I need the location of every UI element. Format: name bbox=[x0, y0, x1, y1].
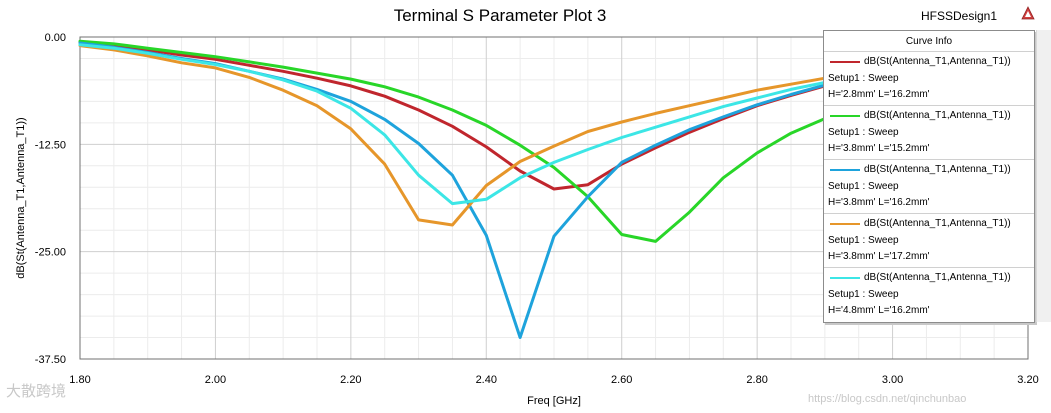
legend-swatch bbox=[830, 61, 860, 63]
legend-entry-params: H='4.8mm' L='16.2mm' bbox=[828, 305, 930, 316]
series-line-1 bbox=[78, 40, 827, 191]
legend-entry[interactable]: dB(St(Antenna_T1,Antenna_T1)) Setup1 : Sw… bbox=[824, 52, 1034, 106]
x-tick-label: 3.00 bbox=[882, 374, 903, 386]
legend-swatch bbox=[830, 223, 860, 225]
x-tick-label: 1.80 bbox=[69, 374, 90, 386]
x-axis-label: Freq [GHz] bbox=[527, 395, 581, 407]
y-tick-label: -25.00 bbox=[35, 247, 66, 259]
legend-entry-setup: Setup1 : Sweep bbox=[828, 181, 899, 192]
legend-entry[interactable]: dB(St(Antenna_T1,Antenna_T1)) Setup1 : Sw… bbox=[824, 106, 1034, 160]
legend-swatch bbox=[830, 169, 860, 171]
series-line-5 bbox=[78, 43, 827, 206]
y-axis-label: dB(St(Antenna_T1,Antenna_T1)) bbox=[15, 117, 27, 278]
legend-scrollbar[interactable] bbox=[1036, 30, 1051, 322]
legend-entry-setup: Setup1 : Sweep bbox=[828, 127, 899, 138]
series-line-2 bbox=[78, 39, 827, 243]
legend-entry-name: dB(St(Antenna_T1,Antenna_T1)) bbox=[864, 110, 1011, 121]
legend-entry-setup: Setup1 : Sweep bbox=[828, 73, 899, 84]
design-name: HFSSDesign1 bbox=[921, 9, 998, 23]
ansys-logo-icon bbox=[1021, 6, 1035, 20]
legend-entry[interactable]: dB(St(Antenna_T1,Antenna_T1)) Setup1 : Sw… bbox=[824, 160, 1034, 214]
x-tick-label: 3.20 bbox=[1017, 374, 1038, 386]
x-tick-label: 2.20 bbox=[340, 374, 361, 386]
legend-entry-setup: Setup1 : Sweep bbox=[828, 235, 899, 246]
legend-entry-name: dB(St(Antenna_T1,Antenna_T1)) bbox=[864, 272, 1011, 283]
legend-entry[interactable]: dB(St(Antenna_T1,Antenna_T1)) Setup1 : Sw… bbox=[824, 214, 1034, 268]
y-tick-labels: 0.00 -12.50 -25.00 -37.50 bbox=[35, 32, 66, 366]
legend-entry-setup: Setup1 : Sweep bbox=[828, 289, 899, 300]
legend-curve-info[interactable]: Curve Info dB(St(Antenna_T1,Antenna_T1))… bbox=[823, 30, 1035, 323]
legend-entry-params: H='3.8mm' L='16.2mm' bbox=[828, 197, 930, 208]
legend-entry-params: H='2.8mm' L='16.2mm' bbox=[828, 89, 930, 100]
watermark-left: 大散跨境 bbox=[6, 382, 67, 400]
legend-title: Curve Info bbox=[824, 31, 1034, 52]
legend-entry-name: dB(St(Antenna_T1,Antenna_T1)) bbox=[864, 56, 1011, 67]
chart-title: Terminal S Parameter Plot 3 bbox=[393, 6, 607, 25]
x-tick-label: 2.40 bbox=[476, 374, 497, 386]
series-line-4 bbox=[78, 44, 827, 227]
legend-swatch bbox=[830, 115, 860, 117]
x-tick-label: 2.80 bbox=[746, 374, 767, 386]
legend-entry-name: dB(St(Antenna_T1,Antenna_T1)) bbox=[864, 164, 1011, 175]
legend-entry-name: dB(St(Antenna_T1,Antenna_T1)) bbox=[864, 218, 1011, 229]
series-lines bbox=[78, 39, 827, 339]
x-tick-labels: 1.80 2.00 2.20 2.40 2.60 2.80 3.00 3.20 bbox=[69, 374, 1038, 386]
x-tick-label: 2.00 bbox=[205, 374, 226, 386]
y-tick-label: -37.50 bbox=[35, 354, 66, 366]
x-tick-label: 2.60 bbox=[611, 374, 632, 386]
legend-entry[interactable]: dB(St(Antenna_T1,Antenna_T1)) Setup1 : Sw… bbox=[824, 268, 1034, 321]
legend-swatch bbox=[830, 277, 860, 279]
watermark-right: https://blog.csdn.net/qinchunbao bbox=[808, 393, 967, 405]
legend-entry-params: H='3.8mm' L='15.2mm' bbox=[828, 143, 930, 154]
y-tick-label: 0.00 bbox=[45, 32, 66, 44]
y-tick-label: -12.50 bbox=[35, 139, 66, 151]
legend-entry-params: H='3.8mm' L='17.2mm' bbox=[828, 251, 930, 262]
